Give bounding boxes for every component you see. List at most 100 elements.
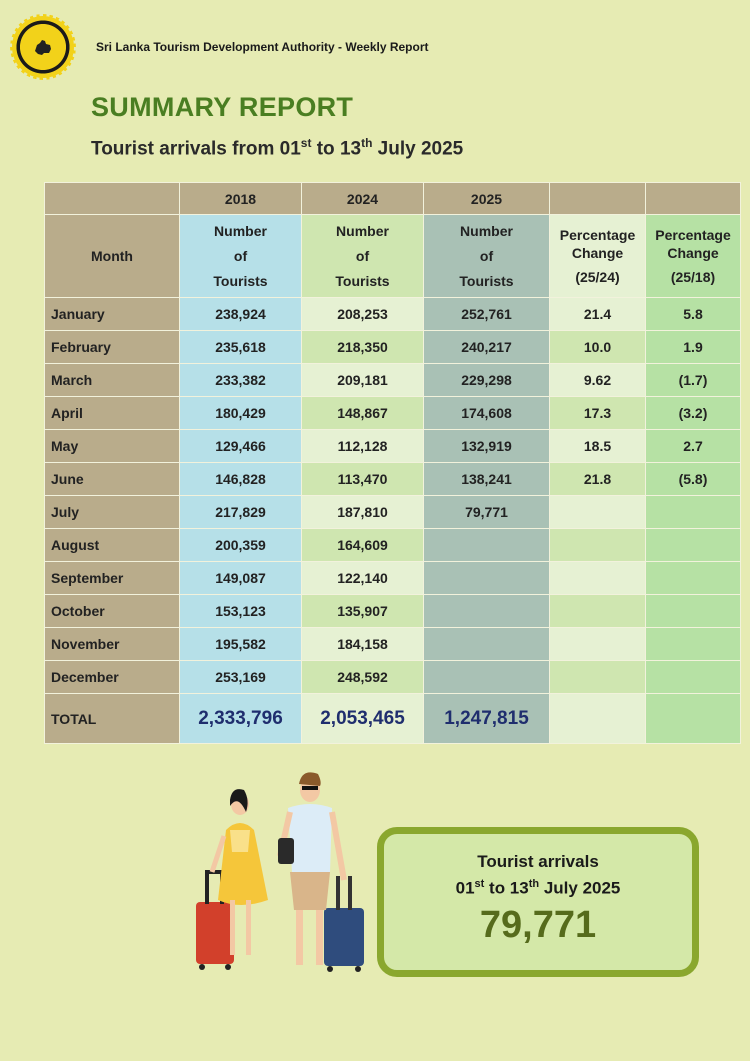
value-2025-cell: 240,217 xyxy=(423,330,550,364)
value-2024-cell: 148,867 xyxy=(301,396,424,430)
value-2024-cell: 135,907 xyxy=(301,594,424,628)
column-header-row: Month Number of Tourists Number of Tourists … xyxy=(44,214,741,298)
value-2018-cell: 129,466 xyxy=(179,429,302,463)
report-header: Sri Lanka Tourism Development Authority … xyxy=(10,14,712,80)
pct-change-25-18-cell xyxy=(645,594,741,628)
pct-change-25-18-cell: (1.7) xyxy=(645,363,741,397)
pct-change-25-18-cell xyxy=(645,561,741,595)
value-2025-cell: 229,298 xyxy=(423,363,550,397)
arrivals-table: 2018 2024 2025 Month Number of Tourists Nu… xyxy=(44,182,741,744)
table-row: December 253,169 248,592 xyxy=(44,660,741,694)
number-header-2018: Number of Tourists xyxy=(179,214,302,298)
number-header-2025: Number of Tourists xyxy=(423,214,550,298)
total-label: TOTAL xyxy=(44,693,180,744)
value-2018-cell: 200,359 xyxy=(179,528,302,562)
value-2025-cell xyxy=(423,528,550,562)
highlight-value: 79,771 xyxy=(479,904,597,946)
value-2024-cell: 209,181 xyxy=(301,363,424,397)
pct-change-25-18-cell xyxy=(645,528,741,562)
pct-change-25-24-cell: 10.0 xyxy=(549,330,646,364)
year-2025: 2025 xyxy=(423,182,550,215)
value-2018-cell: 153,123 xyxy=(179,594,302,628)
total-2018: 2,333,796 xyxy=(179,693,302,744)
month-cell: January xyxy=(44,297,180,331)
pct-change-25-24-cell xyxy=(549,627,646,661)
month-cell: February xyxy=(44,330,180,364)
highlight-period: 01st to 13th July 2025 xyxy=(455,878,621,898)
value-2025-cell: 79,771 xyxy=(423,495,550,529)
value-2018-cell: 233,382 xyxy=(179,363,302,397)
pct-change-25-18-cell xyxy=(645,495,741,529)
pct-change-25-24-cell: 17.3 xyxy=(549,396,646,430)
month-cell: May xyxy=(44,429,180,463)
value-2025-cell: 138,241 xyxy=(423,462,550,496)
table-row: June 146,828 113,470 138,241 21.8 (5.8) xyxy=(44,462,741,496)
pct-change-25-24-cell: 9.62 xyxy=(549,363,646,397)
value-2024-cell: 184,158 xyxy=(301,627,424,661)
year-2024: 2024 xyxy=(301,182,424,215)
table-row: July 217,829 187,810 79,771 xyxy=(44,495,741,529)
table-row: May 129,466 112,128 132,919 18.5 2.7 xyxy=(44,429,741,463)
pct-change-25-24-cell xyxy=(549,594,646,628)
month-cell: June xyxy=(44,462,180,496)
value-2024-cell: 218,350 xyxy=(301,330,424,364)
table-row: August 200,359 164,609 xyxy=(44,528,741,562)
total-pct-25-18 xyxy=(645,693,741,744)
value-2025-cell xyxy=(423,660,550,694)
pct-change-25-18-cell xyxy=(645,627,741,661)
value-2024-cell: 122,140 xyxy=(301,561,424,595)
pct-change-25-24-cell xyxy=(549,660,646,694)
month-cell: November xyxy=(44,627,180,661)
value-2025-cell xyxy=(423,627,550,661)
value-2018-cell: 253,169 xyxy=(179,660,302,694)
pct-change-25-24-cell: 21.4 xyxy=(549,297,646,331)
total-row: TOTAL 2,333,796 2,053,465 1,247,815 xyxy=(44,693,741,744)
month-cell: April xyxy=(44,396,180,430)
table-row: February 235,618 218,350 240,217 10.0 1.9 xyxy=(44,330,741,364)
pct-change-25-24-cell: 21.8 xyxy=(549,462,646,496)
tourists-illustration xyxy=(196,772,364,972)
table-row: January 238,924 208,253 252,761 21.4 5.8 xyxy=(44,297,741,331)
page-title: SUMMARY REPORT xyxy=(91,92,354,122)
value-2018-cell: 146,828 xyxy=(179,462,302,496)
total-2025: 1,247,815 xyxy=(423,693,550,744)
value-2024-cell: 164,609 xyxy=(301,528,424,562)
pct-change-25-18-cell: (5.8) xyxy=(645,462,741,496)
month-cell: August xyxy=(44,528,180,562)
value-2024-cell: 187,810 xyxy=(301,495,424,529)
value-2018-cell: 217,829 xyxy=(179,495,302,529)
total-2024: 2,053,465 xyxy=(301,693,424,744)
pct-change-25-18-cell: 1.9 xyxy=(645,330,741,364)
pct-change-header-25-24: Percentage Change (25/24) xyxy=(549,214,646,298)
pct-change-25-24-cell: 18.5 xyxy=(549,429,646,463)
year-header-row: 2018 2024 2025 xyxy=(44,182,741,215)
pct-change-25-24-cell xyxy=(549,528,646,562)
month-cell: September xyxy=(44,561,180,595)
month-cell: July xyxy=(44,495,180,529)
value-2025-cell: 174,608 xyxy=(423,396,550,430)
value-2024-cell: 208,253 xyxy=(301,297,424,331)
value-2018-cell: 238,924 xyxy=(179,297,302,331)
highlight-box: Tourist arrivals 01st to 13th July 2025 … xyxy=(377,827,699,977)
table-row: November 195,582 184,158 xyxy=(44,627,741,661)
month-cell: December xyxy=(44,660,180,694)
pct-change-25-24-cell xyxy=(549,495,646,529)
pct-change-25-18-cell xyxy=(645,660,741,694)
pct-change-header-25-18: Percentage Change (25/18) xyxy=(645,214,741,298)
value-2025-cell xyxy=(423,594,550,628)
value-2018-cell: 180,429 xyxy=(179,396,302,430)
pct-change-25-18-cell: 2.7 xyxy=(645,429,741,463)
value-2025-cell xyxy=(423,561,550,595)
organization-name: Sri Lanka Tourism Development Authority … xyxy=(96,40,429,54)
value-2018-cell: 195,582 xyxy=(179,627,302,661)
value-2024-cell: 113,470 xyxy=(301,462,424,496)
month-cell: March xyxy=(44,363,180,397)
table-row: September 149,087 122,140 xyxy=(44,561,741,595)
sri-lanka-emblem-icon xyxy=(10,14,76,80)
year-2018: 2018 xyxy=(179,182,302,215)
value-2024-cell: 112,128 xyxy=(301,429,424,463)
month-cell: October xyxy=(44,594,180,628)
month-header: Month xyxy=(44,214,180,298)
value-2025-cell: 132,919 xyxy=(423,429,550,463)
table-row: April 180,429 148,867 174,608 17.3 (3.2) xyxy=(44,396,741,430)
